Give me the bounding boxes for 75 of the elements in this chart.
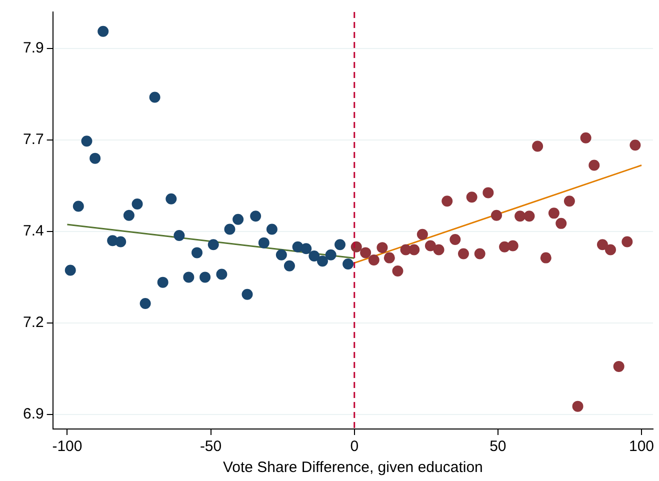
point (232, 214, 244, 225)
point (115, 236, 126, 248)
point (342, 258, 354, 270)
point (308, 250, 320, 262)
point (250, 210, 262, 222)
point (325, 249, 336, 260)
point (316, 256, 328, 267)
point (613, 360, 624, 372)
point (149, 92, 160, 103)
point (132, 198, 143, 210)
y-tick-label: 7.7 (22, 131, 44, 148)
point (408, 244, 420, 256)
point (540, 252, 552, 264)
point (433, 244, 444, 256)
point (266, 224, 278, 235)
point (140, 298, 151, 310)
point (334, 239, 346, 250)
point (605, 244, 616, 256)
point (276, 249, 287, 260)
point (284, 260, 295, 272)
point (208, 239, 219, 250)
point (514, 210, 526, 222)
point (81, 136, 92, 147)
x-tick-label: 50 (490, 438, 506, 456)
point (524, 210, 535, 222)
point (474, 248, 486, 260)
x-tick-label: 0 (350, 438, 359, 456)
point (458, 248, 469, 260)
x-tick-label: 100 (629, 438, 654, 456)
point (376, 242, 388, 254)
point (360, 247, 372, 258)
point (174, 230, 185, 241)
point (548, 208, 560, 219)
point (183, 272, 194, 283)
point (258, 237, 270, 248)
y-tick-label: 7.4 (22, 222, 44, 240)
point (588, 160, 600, 171)
point (157, 276, 168, 288)
point (72, 200, 84, 212)
point (556, 218, 567, 229)
y-tick-label: 7.9 (22, 40, 44, 57)
y-tick-label: 7.2 (22, 314, 44, 332)
point (630, 140, 641, 151)
point (123, 210, 134, 221)
x-tick-label: -50 (200, 438, 222, 456)
point (596, 239, 608, 250)
point (442, 196, 453, 207)
point (507, 240, 518, 252)
point (224, 224, 236, 235)
point (384, 252, 395, 264)
point (242, 288, 253, 300)
point (392, 265, 404, 276)
x-axis-title: Vote Share Difference, given education (222, 459, 483, 476)
point (200, 272, 211, 283)
point (564, 196, 575, 207)
point (90, 152, 101, 164)
point (166, 193, 177, 204)
point (424, 240, 436, 252)
x-tick-label: -100 (52, 438, 82, 456)
point (192, 247, 203, 258)
point (491, 210, 502, 221)
point (622, 236, 633, 248)
point (532, 140, 544, 152)
point (64, 264, 76, 276)
point (216, 268, 228, 280)
point (300, 243, 312, 254)
point (572, 400, 584, 412)
point (580, 132, 592, 144)
point (466, 192, 478, 203)
point (368, 254, 380, 266)
point (450, 234, 461, 246)
point (482, 187, 494, 198)
y-tick-label: 6.9 (22, 406, 44, 423)
point (416, 228, 428, 240)
point (98, 26, 109, 37)
